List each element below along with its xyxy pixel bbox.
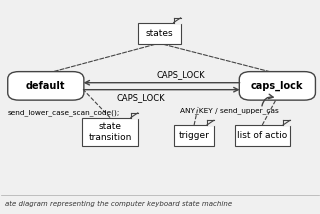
FancyBboxPatch shape bbox=[138, 22, 180, 44]
FancyBboxPatch shape bbox=[235, 125, 290, 146]
Polygon shape bbox=[174, 18, 180, 22]
Text: CAPS_LOCK: CAPS_LOCK bbox=[117, 94, 165, 103]
FancyBboxPatch shape bbox=[239, 72, 316, 100]
FancyBboxPatch shape bbox=[174, 125, 214, 146]
FancyBboxPatch shape bbox=[8, 72, 84, 100]
Text: send_lower_case_scan_code();: send_lower_case_scan_code(); bbox=[8, 110, 120, 116]
Text: trigger: trigger bbox=[179, 131, 210, 140]
Text: states: states bbox=[145, 29, 173, 38]
Text: caps_lock: caps_lock bbox=[251, 81, 304, 91]
Text: ANY_KEY / send_upper_cas: ANY_KEY / send_upper_cas bbox=[180, 107, 279, 114]
Text: ate diagram representing the computer keyboard state machine: ate diagram representing the computer ke… bbox=[4, 201, 232, 207]
Polygon shape bbox=[283, 120, 290, 125]
Text: default: default bbox=[26, 81, 66, 91]
Text: CAPS_LOCK: CAPS_LOCK bbox=[156, 71, 205, 80]
Text: state
transition: state transition bbox=[88, 122, 132, 141]
FancyBboxPatch shape bbox=[82, 117, 138, 146]
Text: list of actio: list of actio bbox=[237, 131, 287, 140]
Polygon shape bbox=[131, 113, 138, 117]
Polygon shape bbox=[207, 120, 214, 125]
